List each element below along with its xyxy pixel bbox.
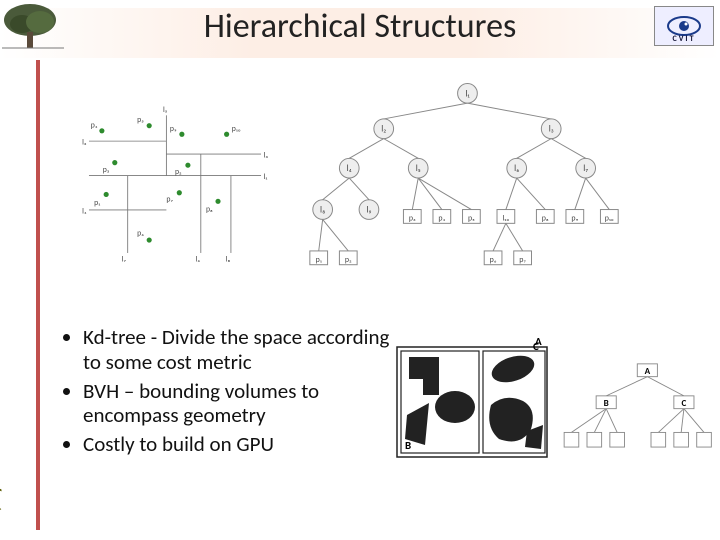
svg-text:p₅: p₅ xyxy=(468,213,475,223)
svg-text:p₇: p₇ xyxy=(519,255,526,265)
kd-tree-figure: l₁l₂l₃l₄l₅l₆l₇l₈l₉p₃p₄p₅l₁₀p₈p₉p₁₀p₁p₂p₆… xyxy=(300,80,630,280)
svg-text:p₈: p₈ xyxy=(206,206,213,215)
svg-text:p₉: p₉ xyxy=(170,125,177,134)
svg-text:l₁₀: l₁₀ xyxy=(502,213,509,223)
svg-text:p₈: p₈ xyxy=(542,213,549,223)
svg-text:p₉: p₉ xyxy=(571,213,578,223)
svg-text:p₄: p₄ xyxy=(438,213,445,223)
svg-text:l₆: l₆ xyxy=(196,256,201,265)
svg-text:C: C xyxy=(681,398,686,409)
svg-text:p₆: p₆ xyxy=(490,255,497,265)
svg-text:B: B xyxy=(604,398,609,409)
kd-space-figure: l₂ l₁ l₄ l₃ l₇ l₅ l₆ l₈ p₄ p₅ p₉ p₁₀ p₃ p₂ p₁ p₇ p₈ p₆ xyxy=(75,105,275,265)
svg-text:p₄: p₄ xyxy=(91,121,98,130)
svg-text:l₁: l₁ xyxy=(264,173,268,182)
svg-text:p₂: p₂ xyxy=(345,255,352,265)
svg-text:l₄: l₄ xyxy=(347,164,352,174)
tree-logo xyxy=(2,2,64,50)
svg-text:p₂: p₂ xyxy=(175,168,182,177)
cvit-logo: CVIT xyxy=(654,6,714,46)
svg-text:l₃: l₃ xyxy=(549,125,554,135)
svg-text:l₇: l₇ xyxy=(122,256,127,265)
svg-text:l₂: l₂ xyxy=(82,139,87,148)
bullet-item: Kd-tree - Divide the space according to … xyxy=(83,325,395,375)
accent-bar xyxy=(36,60,40,530)
svg-text:B: B xyxy=(405,439,411,452)
svg-text:l₆: l₆ xyxy=(514,164,519,174)
svg-text:p₁₀: p₁₀ xyxy=(605,213,614,223)
svg-text:l₂: l₂ xyxy=(381,125,386,135)
svg-text:l₄: l₄ xyxy=(82,207,87,216)
slide: Hierarchical Structures CVIT IIIT, Hyder… xyxy=(0,0,720,540)
svg-text:C: C xyxy=(533,340,539,353)
svg-text:p₃: p₃ xyxy=(103,166,110,175)
svg-text:p₆: p₆ xyxy=(137,230,144,239)
svg-text:l₅: l₅ xyxy=(163,106,168,115)
bullet-item: BVH – bounding volumes to encompass geom… xyxy=(83,379,395,429)
cvit-logo-text: CVIT xyxy=(672,34,695,44)
svg-text:l₅: l₅ xyxy=(416,164,421,174)
svg-text:l₃: l₃ xyxy=(264,151,269,160)
svg-text:p₃: p₃ xyxy=(409,213,416,223)
svg-text:l₉: l₉ xyxy=(366,206,371,216)
svg-text:p₇: p₇ xyxy=(166,195,173,204)
sidebar-label: IIIT, Hyderabad xyxy=(0,360,4,530)
svg-text:p₅: p₅ xyxy=(137,116,144,125)
svg-text:p₁: p₁ xyxy=(94,199,100,208)
bvh-boxes-figure: ABC xyxy=(395,335,550,460)
slide-title: Hierarchical Structures xyxy=(0,6,720,47)
svg-text:p₁₀: p₁₀ xyxy=(232,125,241,134)
svg-text:p₁: p₁ xyxy=(316,255,322,265)
bullet-item: Costly to build on GPU xyxy=(83,432,395,457)
svg-text:l₈: l₈ xyxy=(320,206,325,216)
svg-text:A: A xyxy=(645,366,651,377)
svg-text:l₈: l₈ xyxy=(226,256,231,265)
bullet-list: Kd-tree - Divide the space according to … xyxy=(65,325,395,461)
bvh-tree-figure: A B C xyxy=(555,345,715,465)
svg-text:l₇: l₇ xyxy=(583,164,588,174)
